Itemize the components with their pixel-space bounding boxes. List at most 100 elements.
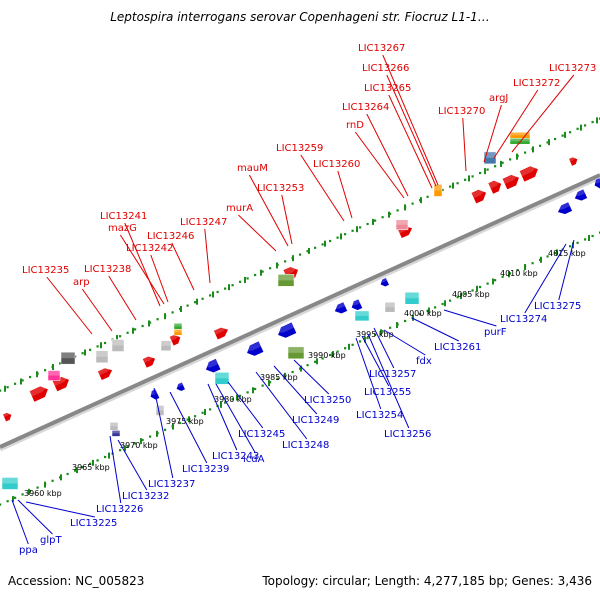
reverse-leader <box>411 317 460 342</box>
reverse-leader <box>273 365 318 415</box>
scale-label-4010: 4010 kbp <box>500 269 538 278</box>
scale-label-3965: 3965 kbp <box>72 463 110 472</box>
guide-dot <box>261 270 264 273</box>
guide-dot <box>194 415 197 418</box>
guide-dot <box>126 445 129 448</box>
forward-label-lic13260: LIC13260 <box>313 159 360 170</box>
scale-label-3960: 3960 kbp <box>24 489 62 498</box>
gene-block-shine <box>278 274 294 281</box>
guide-dot <box>14 496 17 499</box>
guide-dot <box>231 398 234 401</box>
forward-label-lic13235: LIC13235 <box>22 265 69 276</box>
scale-label-4005: 4005 kbp <box>452 290 490 299</box>
gene-block <box>173 323 183 330</box>
guide-dot <box>209 294 212 297</box>
guide-dot <box>374 219 377 222</box>
reverse-leader <box>11 499 29 545</box>
guide-dot <box>576 241 579 244</box>
guide-dot <box>269 381 272 384</box>
guide-dot <box>314 360 317 363</box>
guide-dot <box>0 503 2 506</box>
forward-label-lic13272: LIC13272 <box>513 78 560 89</box>
guide-dot <box>374 333 377 336</box>
reverse-gene-shape <box>334 301 348 314</box>
guide-dot <box>591 120 594 124</box>
reverse-gene-shine <box>204 359 219 368</box>
reverse-gene <box>276 321 298 339</box>
guide-dot <box>74 469 77 472</box>
reverse-gene-shine <box>333 301 346 309</box>
guide-dot <box>104 455 107 459</box>
guide-dot <box>434 306 437 309</box>
guide-dot <box>524 151 527 154</box>
reverse-gene <box>204 358 222 374</box>
reverse-label-lic13237: LIC13237 <box>148 479 195 490</box>
reverse-label-lic13256: LIC13256 <box>384 429 431 440</box>
gene-block <box>1 477 19 490</box>
forward-label-arp: arp <box>73 277 90 288</box>
scale-label-3970: 3970 kbp <box>120 441 158 450</box>
forward-label-lic13247: LIC13247 <box>180 217 227 228</box>
forward-gene-shape <box>213 327 229 341</box>
forward-label-lic13253: LIC13253 <box>257 183 304 194</box>
guide-dot <box>66 472 69 476</box>
gene-block-shape <box>60 351 76 365</box>
reverse-leader <box>383 329 426 356</box>
reverse-label-lic13249: LIC13249 <box>292 415 339 426</box>
reverse-gene <box>593 177 600 189</box>
guide-dot <box>29 489 32 493</box>
forward-leader <box>382 54 439 186</box>
guide-dot <box>516 268 519 272</box>
gene-block-shine <box>96 350 108 357</box>
forward-leader <box>248 174 289 247</box>
forward-gene-shape <box>97 367 113 381</box>
reverse-label-lic13255: LIC13255 <box>364 387 411 398</box>
reverse-gene <box>333 301 348 314</box>
guide-dot <box>81 466 84 469</box>
forward-gene-shine <box>488 180 501 189</box>
forward-gene-shape <box>2 412 12 422</box>
reverse-label-lic13245: LIC13245 <box>238 429 285 440</box>
forward-gene-shine <box>142 356 155 364</box>
reverse-gene-shape <box>557 201 573 215</box>
guide-dot <box>291 370 294 374</box>
gene-block <box>95 350 109 364</box>
reverse-label-lic13248: LIC13248 <box>282 440 329 451</box>
guide-dot <box>471 175 474 178</box>
guide-dot <box>201 297 204 300</box>
guide-dot <box>36 486 39 489</box>
reverse-leader <box>361 335 390 387</box>
gene-block-shine <box>484 151 496 158</box>
guide-dot <box>239 394 242 397</box>
gene-block-shape <box>47 370 61 381</box>
gene-block-shape <box>384 301 396 313</box>
forward-leader <box>388 94 433 189</box>
gene-block-shine <box>510 138 530 142</box>
guide-dot <box>449 299 452 302</box>
forward-gene-shine <box>169 334 180 341</box>
guide-dot <box>246 277 249 280</box>
guide-dot <box>554 251 557 255</box>
guide-dot <box>344 233 347 236</box>
forward-gene-shine <box>2 412 11 418</box>
gene-block <box>173 329 183 336</box>
gene-block <box>160 340 172 352</box>
reverse-leader <box>367 333 410 429</box>
guide-dot <box>381 330 384 333</box>
forward-gene <box>169 334 181 347</box>
reverse-gene-shine <box>175 381 184 387</box>
forward-label-mura: murA <box>226 203 253 214</box>
reverse-gene-shape <box>205 358 222 374</box>
forward-gene <box>487 180 502 195</box>
gene-block <box>109 422 119 431</box>
forward-gene <box>97 367 113 381</box>
reverse-leader <box>17 499 53 535</box>
gene-block-shape <box>395 219 409 231</box>
gene-block-shine <box>48 370 60 376</box>
forward-label-lic13238: LIC13238 <box>84 264 131 275</box>
guide-dot <box>179 421 182 425</box>
guide-dot <box>89 348 92 351</box>
guide-dot <box>426 195 429 198</box>
guide-dot <box>6 386 9 389</box>
guide-dot <box>104 341 107 345</box>
